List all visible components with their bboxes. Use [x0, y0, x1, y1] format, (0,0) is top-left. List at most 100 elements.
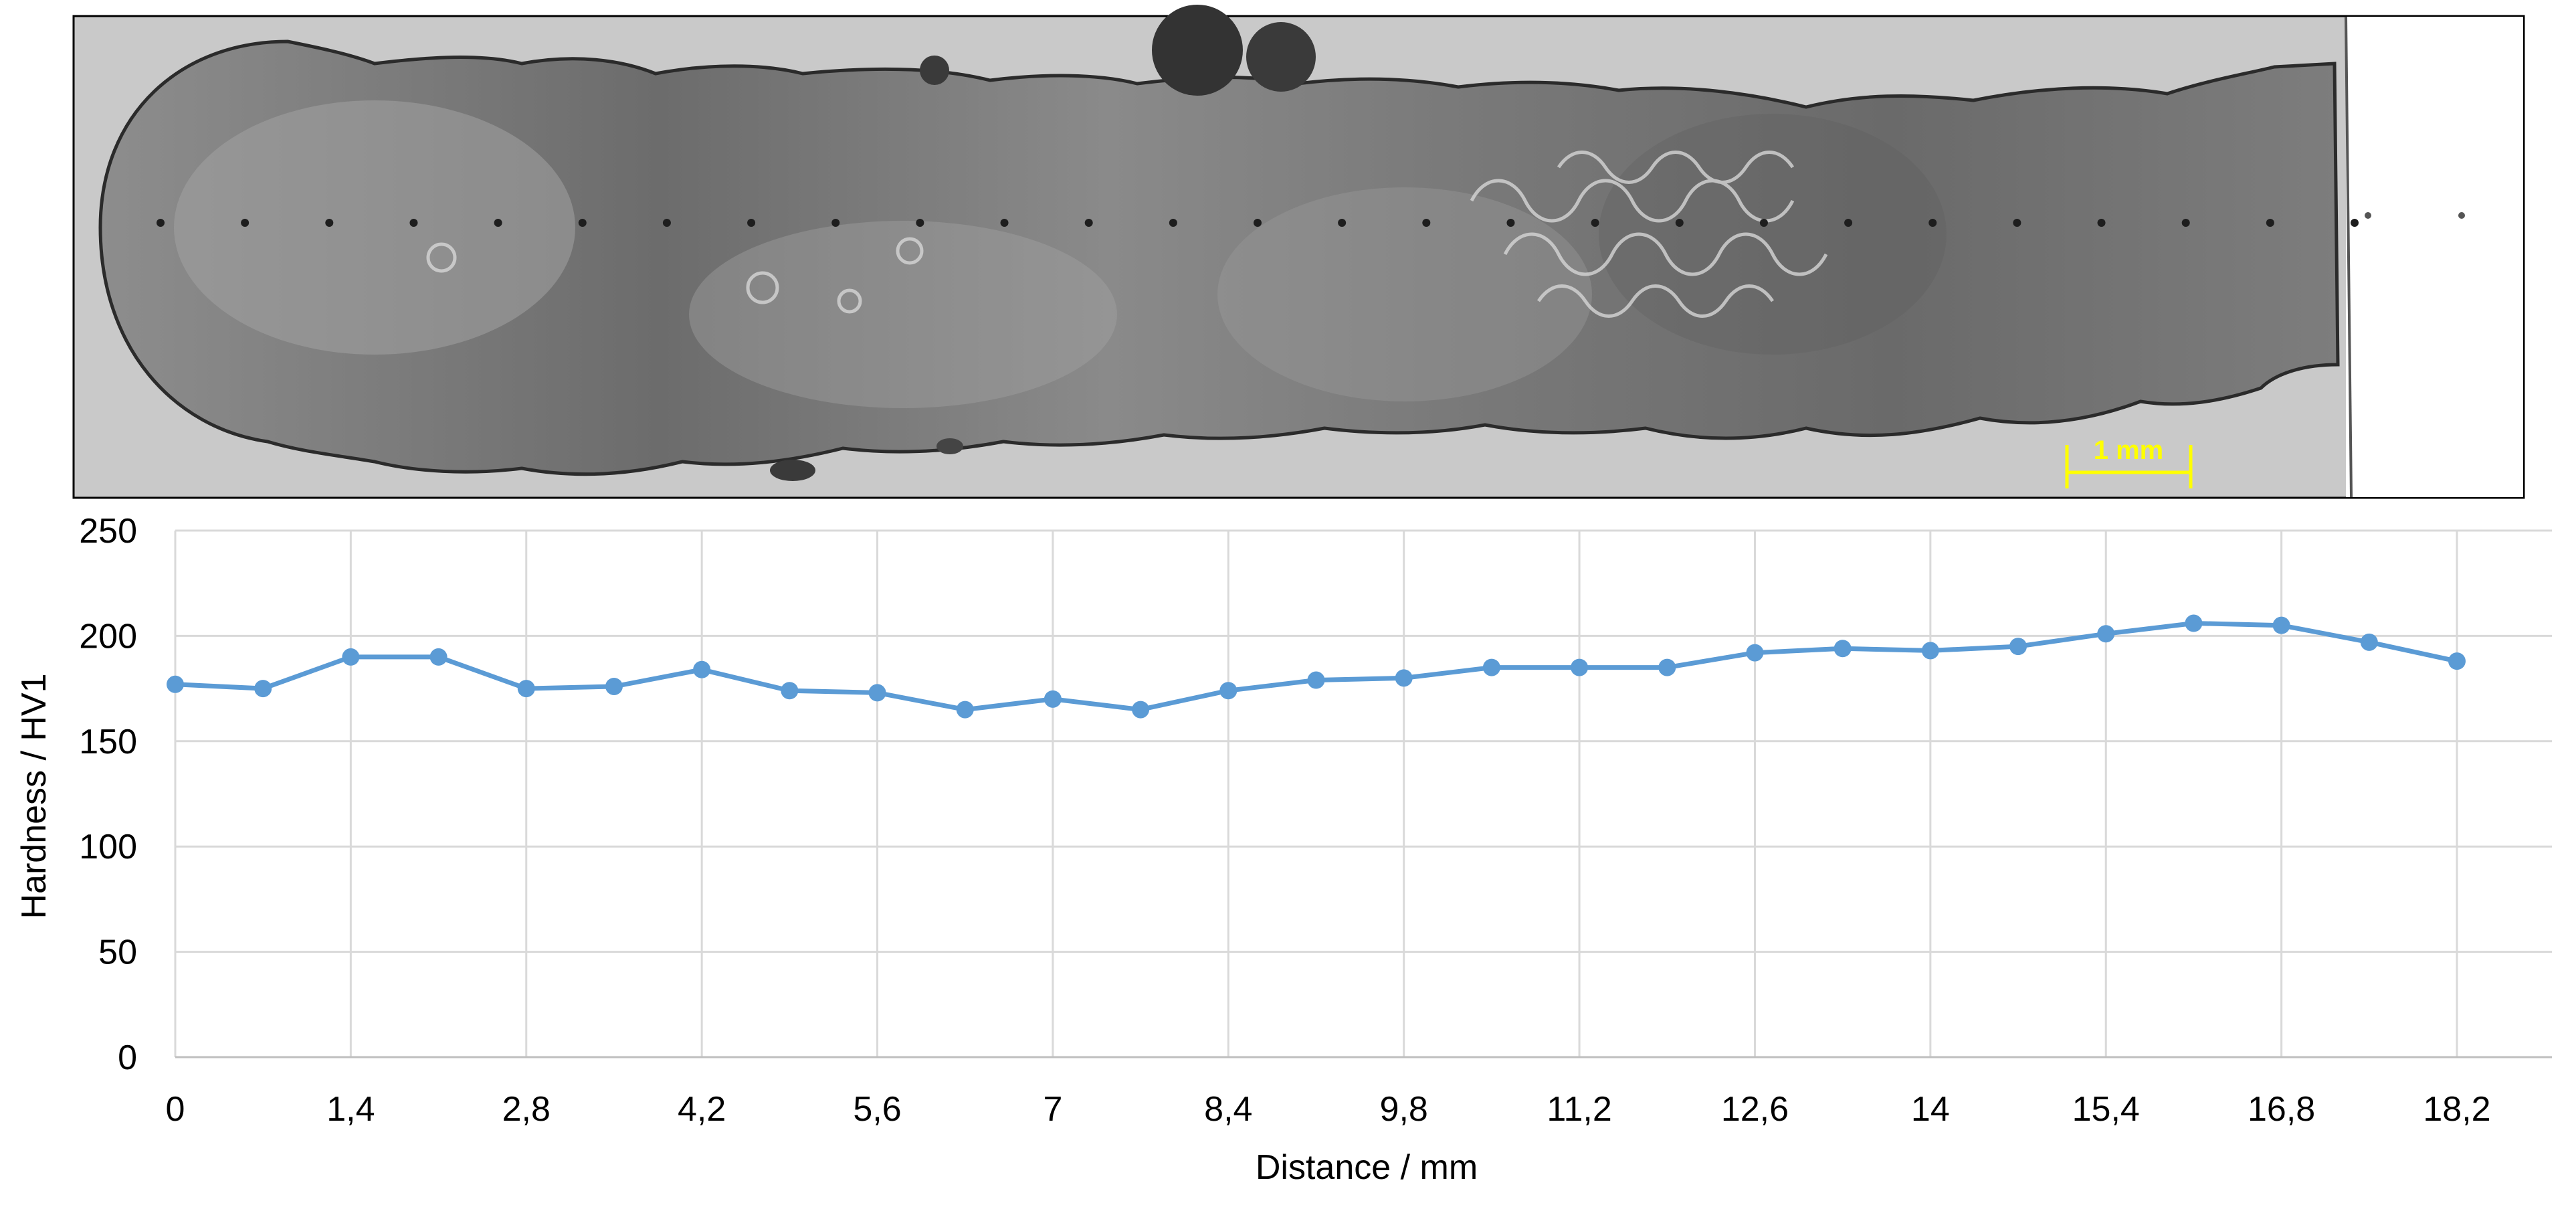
micrograph-white-area — [2346, 17, 2523, 497]
micrograph-panel: 1 mm — [72, 5, 2525, 499]
data-point — [429, 648, 448, 666]
indent-mark — [1506, 219, 1515, 227]
data-point — [1571, 658, 1589, 676]
data-point — [956, 701, 974, 719]
data-point — [342, 648, 360, 666]
indent-mark — [662, 219, 671, 227]
data-point — [2009, 638, 2027, 656]
data-point — [254, 680, 272, 698]
pore — [770, 460, 815, 481]
indent-mark — [2458, 212, 2465, 219]
hardness-indents — [157, 212, 2465, 227]
x-tick-label: 0 — [166, 1090, 185, 1129]
data-point — [1395, 669, 1413, 687]
x-tick-label: 18,2 — [2423, 1090, 2490, 1129]
data-point — [781, 682, 799, 700]
data-point — [2272, 616, 2290, 634]
x-tick-label: 15,4 — [2072, 1090, 2140, 1129]
indent-mark — [1591, 219, 1599, 227]
indent-mark — [409, 219, 418, 227]
data-point — [2097, 625, 2115, 643]
x-tick-labels: 0 1,4 2,8 4,2 5,6 7 8,4 9,8 11,2 12,6 14 15,4 16,8 18… — [166, 1090, 2491, 1129]
indent-mark — [157, 219, 165, 227]
x-tick-label: 12,6 — [1721, 1090, 1789, 1129]
micrograph-edge-line — [2345, 16, 2353, 498]
indent-mark — [1169, 219, 1177, 227]
indent-mark — [2181, 219, 2190, 227]
data-point — [2360, 633, 2378, 651]
data-point — [1132, 701, 1150, 719]
x-tick-label: 4,2 — [678, 1090, 726, 1129]
x-tick-label: 7 — [1043, 1090, 1062, 1129]
weld-bead-dark-zone — [1599, 114, 1947, 355]
indent-mark — [2013, 219, 2021, 227]
weld-bead — [98, 39, 2340, 476]
indent-mark — [1338, 219, 1347, 227]
indent-mark — [831, 219, 840, 227]
data-point — [605, 677, 623, 695]
pore — [936, 438, 963, 454]
y-tick-label: 50 — [98, 933, 137, 972]
data-point — [2185, 614, 2203, 632]
y-tick-label: 250 — [79, 512, 137, 551]
pore — [1246, 22, 1316, 92]
indent-mark — [2266, 219, 2274, 227]
y-axis-label: Hardness / HV1 — [15, 673, 54, 919]
hardness-chart: 0 50 100 150 200 250 0 1,4 2,8 4,2 5,6 7 8,4 9,8 11,2… — [15, 512, 2552, 1187]
indent-mark — [747, 219, 756, 227]
x-tick-label: 5,6 — [853, 1090, 901, 1129]
indent-mark — [2097, 219, 2106, 227]
data-point — [868, 684, 886, 702]
data-point — [1307, 671, 1325, 689]
indent-mark — [2365, 212, 2371, 219]
indent-mark — [578, 219, 587, 227]
indent-mark — [1844, 219, 1853, 227]
scale-bar: 1 mm — [2065, 436, 2193, 488]
data-point — [1658, 658, 1676, 676]
x-tick-label: 14 — [1911, 1090, 1950, 1129]
data-point — [1044, 690, 1062, 708]
weld-bead-light-zone — [174, 100, 575, 355]
data-point — [517, 680, 535, 698]
y-tick-label: 200 — [79, 617, 137, 656]
data-point — [2448, 652, 2466, 670]
y-tick-label: 0 — [118, 1038, 137, 1077]
pore — [1152, 5, 1243, 96]
x-axis-label: Distance / mm — [1256, 1148, 1478, 1187]
y-tick-label: 100 — [79, 828, 137, 866]
data-point — [1834, 640, 1852, 658]
dendritic-structure — [426, 151, 1828, 318]
y-tick-labels: 0 50 100 150 200 250 — [79, 512, 137, 1077]
indent-mark — [1675, 219, 1684, 227]
indent-mark — [1759, 219, 1768, 227]
series-markers — [167, 614, 2466, 719]
x-tick-label: 1,4 — [326, 1090, 375, 1129]
y-tick-label: 150 — [79, 723, 137, 761]
data-point — [167, 675, 184, 693]
indent-mark — [2351, 219, 2359, 227]
x-tick-label: 11,2 — [1547, 1090, 1611, 1129]
weld-bead-light-zone — [1217, 187, 1592, 401]
indent-mark — [1084, 219, 1093, 227]
x-tick-label: 8,4 — [1204, 1090, 1252, 1129]
x-tick-label: 2,8 — [502, 1090, 551, 1129]
indent-mark — [1928, 219, 1937, 227]
pore — [920, 56, 949, 85]
indent-mark — [916, 219, 924, 227]
indent-mark — [1254, 219, 1262, 227]
indent-mark — [494, 219, 502, 227]
data-point — [1746, 644, 1764, 662]
chart-grid — [174, 529, 2552, 1058]
scale-bar-label: 1 mm — [2094, 436, 2164, 465]
indent-mark — [1000, 219, 1009, 227]
data-point — [1219, 682, 1237, 700]
indent-mark — [241, 219, 250, 227]
indent-mark — [1422, 219, 1431, 227]
data-point — [1482, 658, 1500, 676]
x-tick-label: 9,8 — [1380, 1090, 1428, 1129]
indent-mark — [325, 219, 334, 227]
x-tick-label: 16,8 — [2248, 1090, 2315, 1129]
weld-bead-light-zone — [689, 221, 1117, 408]
data-point — [1921, 642, 1939, 660]
